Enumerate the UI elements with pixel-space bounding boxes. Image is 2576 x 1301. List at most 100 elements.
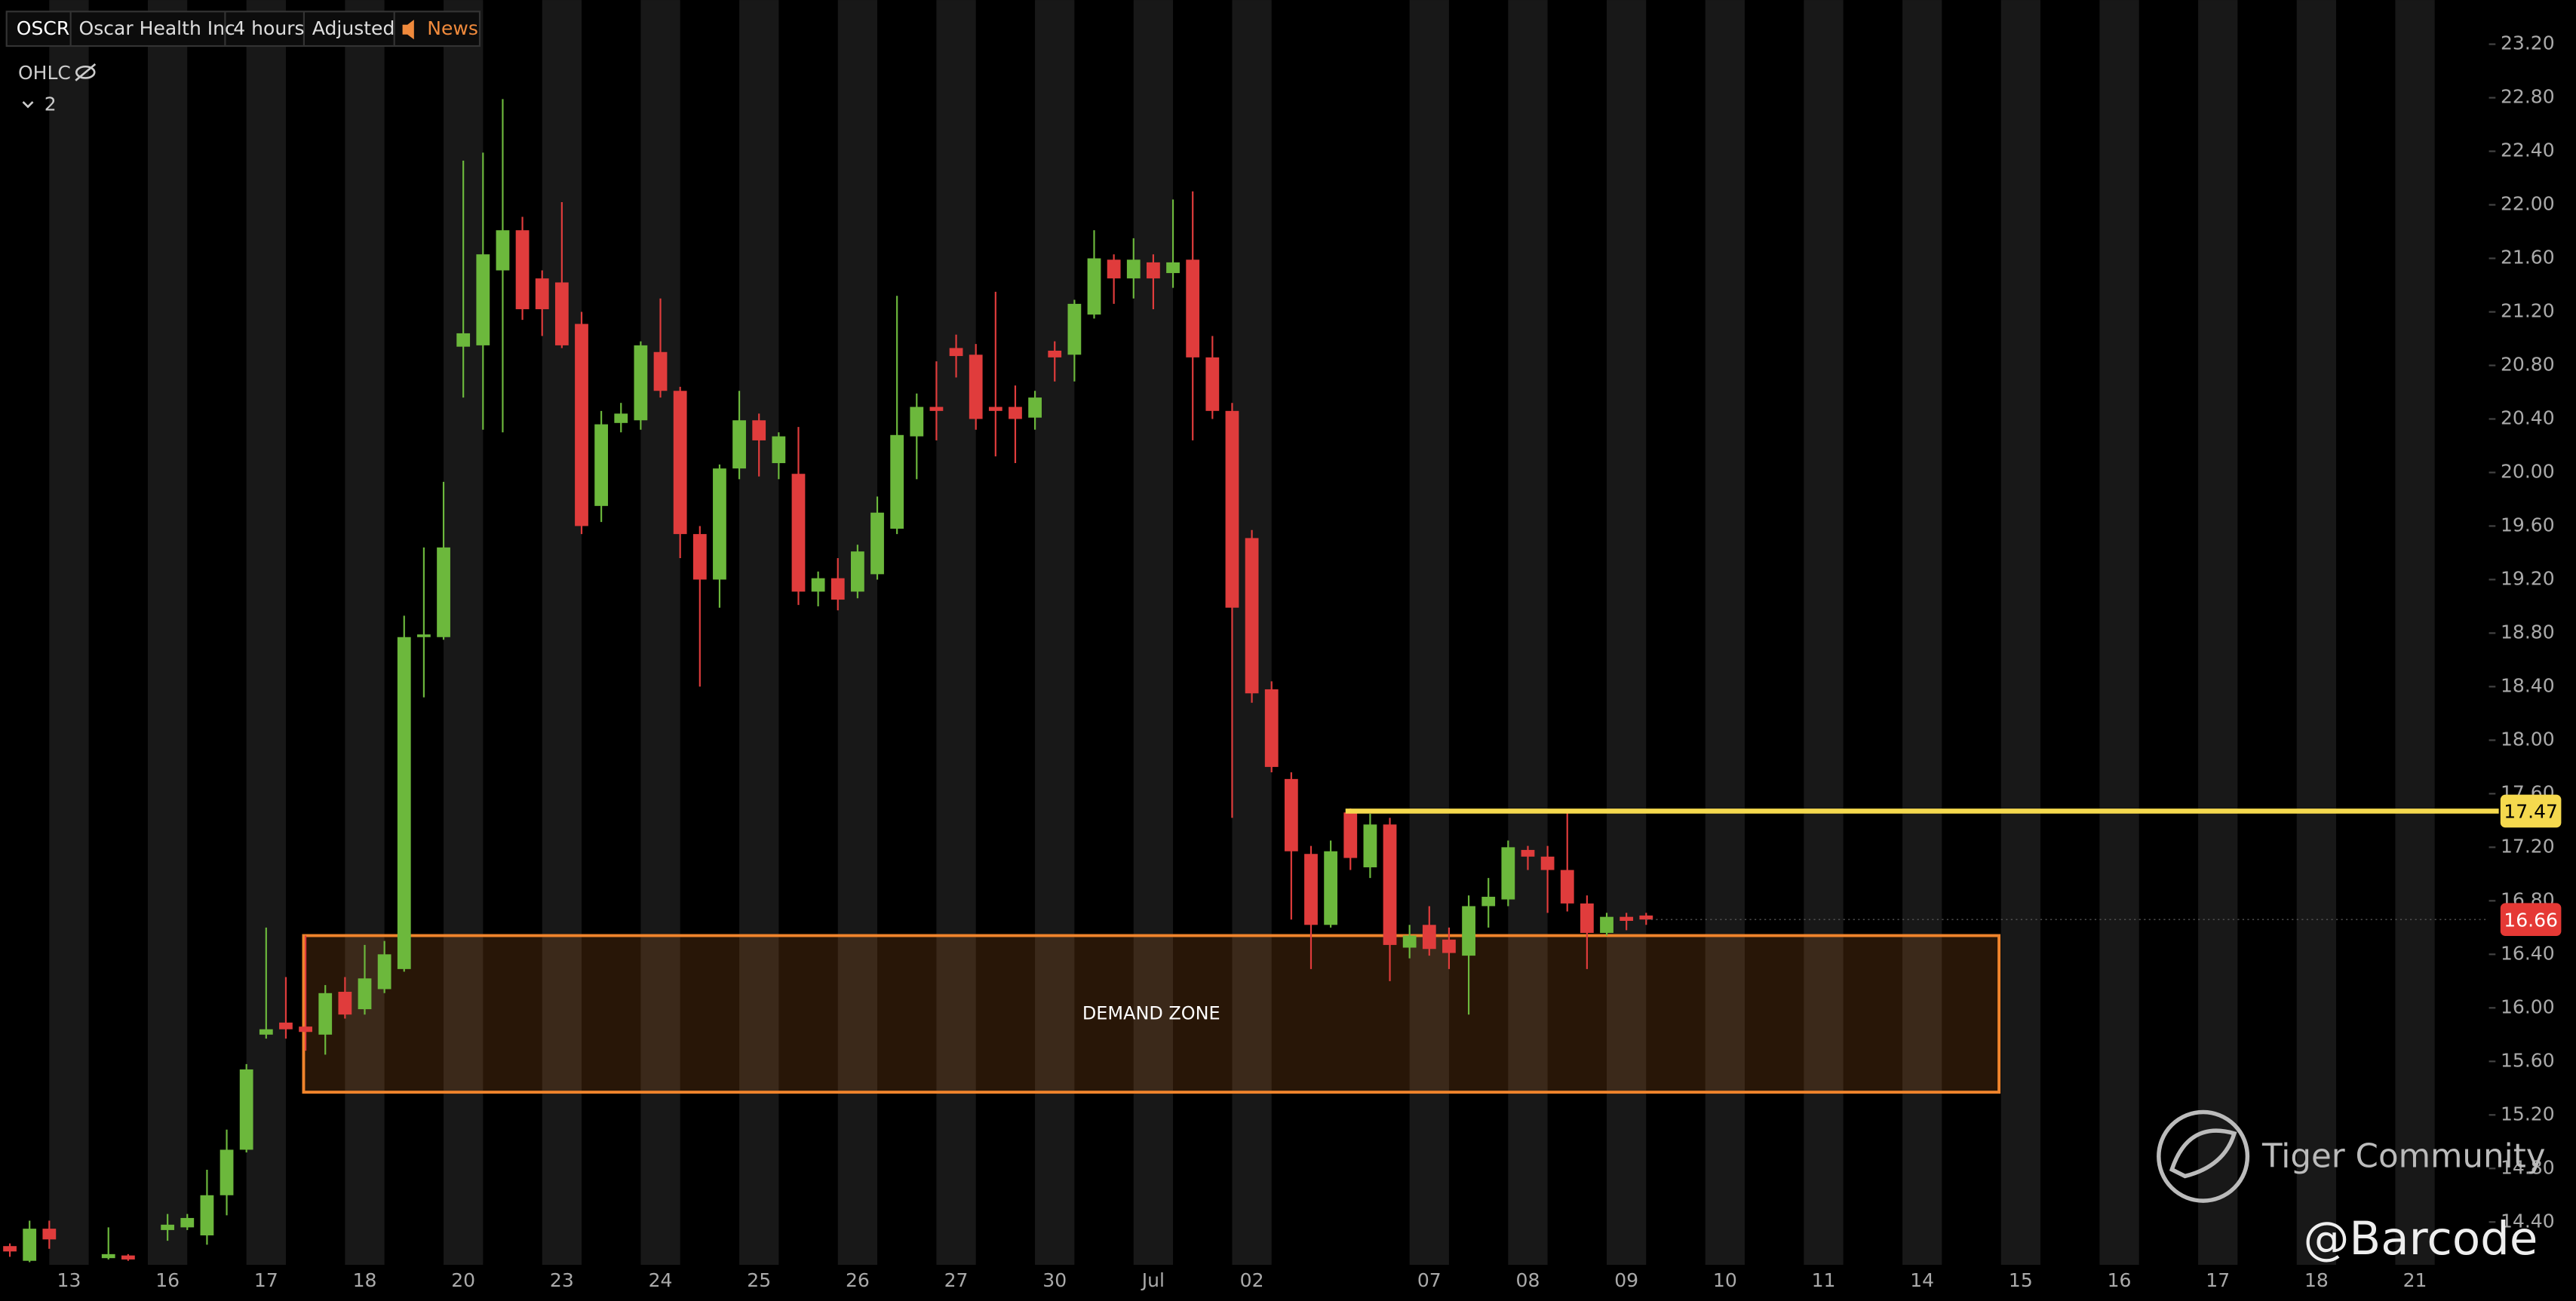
candle-body (1107, 259, 1121, 279)
x-tick-label: 16 (155, 1269, 180, 1291)
hide-icon[interactable] (75, 63, 97, 81)
y-tick-label: 18.00 (2501, 728, 2555, 750)
last-price-label: 16.66 (2504, 909, 2558, 931)
y-tick-label: 16.00 (2501, 996, 2555, 1017)
candle-body (1521, 849, 1535, 857)
indicator-count: 2 (45, 93, 57, 115)
candle-body (1402, 935, 1417, 948)
x-tick-label: 24 (649, 1269, 673, 1291)
candle-body (200, 1195, 214, 1236)
candle-body (377, 954, 391, 990)
y-tick-label: 14.80 (2501, 1156, 2555, 1178)
level-tag (2500, 794, 2562, 828)
day-stripe (246, 0, 286, 1266)
adjustment[interactable]: Adjusted (312, 17, 395, 39)
candle-body (476, 254, 490, 345)
interval[interactable]: 4 hours (233, 17, 304, 39)
candle-body (1580, 903, 1594, 933)
candle-body (496, 230, 510, 271)
x-tick-label: 07 (1417, 1269, 1442, 1291)
y-tick-label: 19.60 (2501, 514, 2555, 535)
y-tick-label: 22.00 (2501, 193, 2555, 215)
author: @Barcode (2303, 1212, 2538, 1266)
candle-body (1186, 259, 1200, 357)
candle-body (1639, 915, 1653, 920)
day-stripe (1035, 0, 1075, 1266)
day-stripe (345, 0, 385, 1266)
toolbar (5, 11, 481, 48)
x-tick-label: 23 (550, 1269, 574, 1291)
day-stripe (739, 0, 779, 1266)
day-stripe (2000, 0, 2040, 1266)
day-stripe (2198, 0, 2238, 1266)
candle-body (1225, 410, 1239, 608)
day-stripe (1508, 0, 1548, 1266)
x-tick-label: 10 (1713, 1269, 1737, 1291)
symbol[interactable]: OSCR (17, 17, 69, 39)
candle-body (259, 1029, 273, 1035)
day-stripe (49, 0, 89, 1266)
candle-body (220, 1149, 234, 1195)
candle-body (121, 1255, 135, 1260)
y-tick-label: 20.80 (2501, 354, 2555, 376)
demand-zone-label: DEMAND ZONE (1082, 1002, 1220, 1023)
candle-body (1264, 689, 1279, 767)
x-tick-label: 16 (2108, 1269, 2132, 1291)
day-stripe (2395, 0, 2435, 1266)
candle-body (299, 1026, 312, 1033)
y-tick-label: 22.80 (2501, 86, 2555, 108)
collapse-icon[interactable] (22, 101, 34, 109)
candle-body (1284, 778, 1298, 851)
candle-body (870, 512, 884, 575)
day-stripe (640, 0, 680, 1266)
candle-body (1028, 397, 1042, 418)
y-tick-label: 18.80 (2501, 621, 2555, 643)
candle-body (949, 348, 963, 357)
day-stripe (1409, 0, 1449, 1266)
candle-body (831, 578, 845, 600)
x-tick-label: 21 (2403, 1269, 2427, 1291)
candle-body (161, 1224, 175, 1230)
candle-body (23, 1229, 37, 1261)
x-tick-label: 18 (2304, 1269, 2329, 1291)
day-stripe (1902, 0, 1942, 1266)
x-tick-label: 11 (1812, 1269, 1836, 1291)
candle-body (1462, 906, 1475, 956)
candle-body (1343, 812, 1358, 858)
candle-body (988, 407, 1002, 411)
day-stripe (837, 0, 878, 1266)
demand-zone (302, 934, 2001, 1094)
x-tick-label: 25 (747, 1269, 771, 1291)
x-tick-label: 08 (1516, 1269, 1540, 1291)
candle-body (575, 324, 588, 526)
candle-body (1540, 856, 1555, 870)
level-label: 17.47 (2504, 801, 2558, 823)
y-tick-label: 21.20 (2501, 300, 2555, 322)
candle-body (634, 345, 648, 421)
candle-body (554, 282, 569, 345)
candle-body (358, 978, 372, 1010)
candle-body (1501, 847, 1515, 900)
candle-body (180, 1217, 195, 1228)
candle-body (318, 993, 333, 1035)
candle-body (338, 992, 352, 1015)
day-stripe (1705, 0, 1745, 1266)
candle-body (850, 551, 864, 592)
logo (2157, 1109, 2250, 1203)
day-stripe (2296, 0, 2337, 1266)
candle-body (1560, 870, 1574, 904)
y-tick-label: 20.00 (2501, 460, 2555, 482)
news[interactable]: News (427, 17, 478, 39)
candle-body (1048, 350, 1062, 357)
x-tick-label: 27 (944, 1269, 969, 1291)
candle-body (1383, 824, 1397, 945)
candle-body (535, 278, 549, 309)
candle-body (1067, 303, 1082, 355)
candle-body (594, 424, 609, 506)
indicator-label: OHLC (18, 62, 71, 84)
candle-body (397, 637, 411, 969)
y-tick-label: 16.40 (2501, 942, 2555, 964)
y-tick-label: 14.40 (2501, 1210, 2555, 1232)
